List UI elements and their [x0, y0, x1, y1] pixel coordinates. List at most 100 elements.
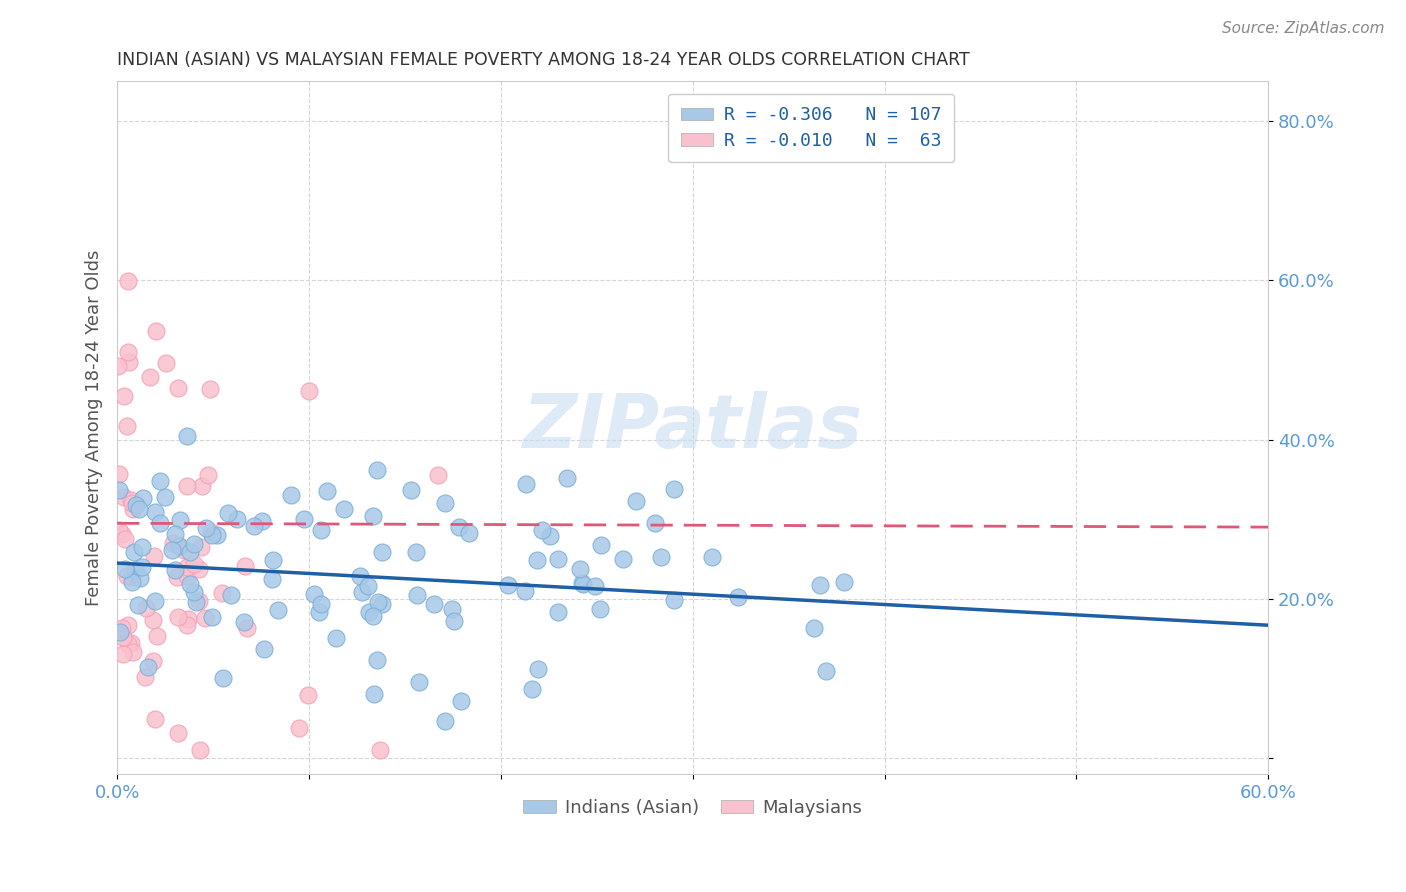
Text: INDIAN (ASIAN) VS MALAYSIAN FEMALE POVERTY AMONG 18-24 YEAR OLDS CORRELATION CHA: INDIAN (ASIAN) VS MALAYSIAN FEMALE POVER…	[117, 51, 970, 69]
Point	[316, 484, 339, 499]
Point	[211, 586, 233, 600]
Point	[370, 743, 392, 757]
Point	[205, 528, 228, 542]
Point	[349, 568, 371, 582]
Point	[808, 578, 831, 592]
Point	[131, 560, 153, 574]
Point	[176, 478, 198, 492]
Point	[125, 498, 148, 512]
Point	[443, 615, 465, 629]
Point	[155, 356, 177, 370]
Point	[515, 584, 537, 599]
Point	[260, 572, 283, 586]
Point	[131, 541, 153, 555]
Point	[662, 482, 685, 496]
Point	[176, 568, 198, 582]
Point	[149, 516, 172, 530]
Point	[527, 662, 550, 676]
Legend: Indians (Asian), Malaysians: Indians (Asian), Malaysians	[516, 791, 869, 824]
Point	[357, 579, 380, 593]
Point	[176, 560, 198, 574]
Point	[162, 536, 184, 550]
Point	[427, 468, 450, 483]
Point	[458, 526, 481, 541]
Point	[121, 495, 143, 509]
Point	[359, 606, 381, 620]
Point	[112, 388, 135, 402]
Point	[309, 523, 332, 537]
Point	[107, 359, 129, 373]
Point	[117, 637, 139, 651]
Point	[188, 594, 211, 608]
Point	[612, 551, 634, 566]
Point	[176, 618, 198, 632]
Point	[121, 574, 143, 589]
Point	[700, 549, 723, 564]
Point	[143, 712, 166, 726]
Point	[136, 660, 159, 674]
Point	[727, 590, 749, 604]
Point	[188, 743, 211, 757]
Point	[363, 609, 385, 624]
Point	[127, 598, 149, 612]
Point	[217, 506, 239, 520]
Point	[108, 624, 131, 639]
Point	[297, 689, 319, 703]
Point	[121, 501, 143, 516]
Point	[325, 631, 347, 645]
Point	[280, 487, 302, 501]
Point	[226, 512, 249, 526]
Text: Source: ZipAtlas.com: Source: ZipAtlas.com	[1222, 21, 1385, 36]
Point	[167, 726, 190, 740]
Point	[308, 606, 330, 620]
Point	[167, 381, 190, 395]
Point	[350, 584, 373, 599]
Point	[662, 592, 685, 607]
Point	[120, 493, 142, 508]
Point	[114, 561, 136, 575]
Point	[450, 694, 472, 708]
Point	[122, 545, 145, 559]
Point	[163, 564, 186, 578]
Point	[167, 539, 190, 553]
Point	[120, 570, 142, 584]
Point	[423, 597, 446, 611]
Point	[309, 597, 332, 611]
Point	[129, 571, 152, 585]
Point	[134, 670, 156, 684]
Point	[117, 274, 139, 288]
Point	[520, 682, 543, 697]
Point	[547, 605, 569, 619]
Point	[198, 382, 221, 396]
Point	[169, 513, 191, 527]
Point	[399, 483, 422, 497]
Point	[515, 476, 537, 491]
Point	[440, 602, 463, 616]
Point	[568, 561, 591, 575]
Point	[267, 603, 290, 617]
Point	[143, 505, 166, 519]
Point	[194, 611, 217, 625]
Point	[814, 665, 837, 679]
Point	[219, 588, 242, 602]
Point	[405, 545, 427, 559]
Point	[146, 629, 169, 643]
Point	[589, 538, 612, 552]
Point	[176, 429, 198, 443]
Point	[366, 463, 388, 477]
Point	[191, 479, 214, 493]
Point	[162, 543, 184, 558]
Point	[114, 532, 136, 546]
Point	[184, 595, 207, 609]
Point	[526, 552, 548, 566]
Point	[583, 579, 606, 593]
Point	[366, 653, 388, 667]
Point	[135, 600, 157, 615]
Point	[108, 483, 131, 498]
Point	[128, 501, 150, 516]
Point	[139, 370, 162, 384]
Point	[298, 384, 321, 398]
Point	[236, 621, 259, 635]
Point	[433, 714, 456, 729]
Y-axis label: Female Poverty Among 18-24 Year Olds: Female Poverty Among 18-24 Year Olds	[86, 250, 103, 606]
